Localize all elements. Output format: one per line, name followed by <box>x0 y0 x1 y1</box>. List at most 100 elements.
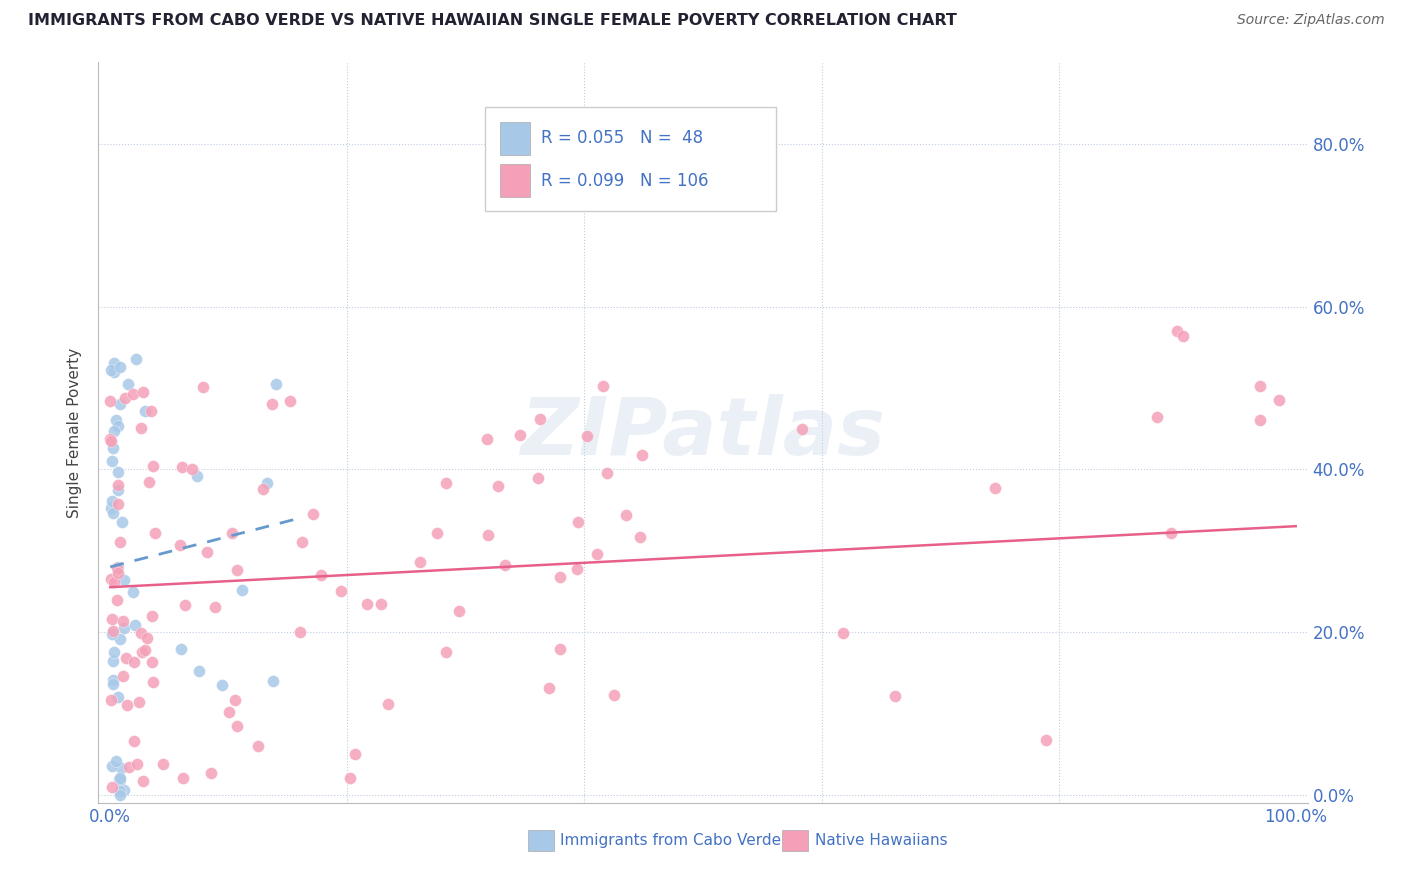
Text: ZIPatlas: ZIPatlas <box>520 393 886 472</box>
Point <box>630 530 652 544</box>
Point <box>142 675 165 690</box>
Point <box>792 422 814 436</box>
Point <box>434 645 457 659</box>
Point <box>132 774 155 789</box>
Point <box>262 674 284 689</box>
Point <box>211 678 233 692</box>
Point <box>252 482 274 496</box>
Point <box>339 771 361 785</box>
Point <box>1268 393 1291 408</box>
Point <box>103 355 125 369</box>
Point <box>122 734 145 748</box>
Point <box>105 413 128 427</box>
Point <box>477 528 499 542</box>
Point <box>278 394 301 409</box>
Point <box>1166 324 1188 338</box>
Point <box>112 621 135 635</box>
Point <box>204 600 226 615</box>
Point <box>221 525 243 540</box>
Point <box>832 626 855 640</box>
Point <box>188 664 211 678</box>
Point <box>141 656 163 670</box>
Point <box>127 757 149 772</box>
Point <box>101 612 124 626</box>
Point <box>224 693 246 707</box>
Point <box>125 352 148 367</box>
Point <box>101 506 124 520</box>
Point <box>129 625 152 640</box>
Point <box>111 669 134 683</box>
Point <box>486 479 509 493</box>
Point <box>121 386 143 401</box>
Point <box>231 582 253 597</box>
Point <box>631 448 654 462</box>
Point <box>426 526 449 541</box>
Point <box>111 515 134 529</box>
Point <box>98 433 121 447</box>
Point <box>131 385 153 400</box>
Point <box>107 498 129 512</box>
Point <box>141 609 163 624</box>
FancyBboxPatch shape <box>501 164 530 197</box>
Point <box>370 598 392 612</box>
Point <box>195 545 218 559</box>
Point <box>108 784 131 798</box>
Point <box>122 584 145 599</box>
Point <box>538 681 561 695</box>
Point <box>377 697 399 711</box>
Point <box>112 783 135 797</box>
Point <box>494 558 516 573</box>
Point <box>529 412 551 426</box>
Point <box>107 690 129 705</box>
Point <box>256 476 278 491</box>
Point <box>101 627 124 641</box>
Point <box>596 467 619 481</box>
Point <box>108 397 131 411</box>
Text: R = 0.099   N = 106: R = 0.099 N = 106 <box>541 172 709 190</box>
Point <box>883 689 905 703</box>
Point <box>356 597 378 611</box>
Point <box>104 754 127 768</box>
Point <box>107 483 129 498</box>
Point <box>264 376 287 391</box>
Point <box>330 583 353 598</box>
Point <box>592 379 614 393</box>
Point <box>301 508 323 522</box>
Point <box>141 403 163 417</box>
Point <box>128 695 150 709</box>
Point <box>142 459 165 474</box>
Point <box>200 766 222 780</box>
Point <box>101 441 124 455</box>
Point <box>1249 379 1271 393</box>
Point <box>173 599 195 613</box>
FancyBboxPatch shape <box>485 107 776 211</box>
Point <box>100 758 122 772</box>
Point <box>107 772 129 786</box>
Point <box>108 535 131 549</box>
Point <box>131 421 153 435</box>
Point <box>101 677 124 691</box>
Point <box>103 574 125 589</box>
Point <box>115 651 138 665</box>
Point <box>225 719 247 733</box>
Point <box>603 688 626 702</box>
Point <box>100 500 122 515</box>
Point <box>614 508 637 522</box>
Point <box>449 604 471 618</box>
Point <box>585 547 607 561</box>
Point <box>138 475 160 489</box>
FancyBboxPatch shape <box>501 121 530 155</box>
Point <box>108 772 131 786</box>
Point <box>172 771 194 785</box>
Point <box>576 428 599 442</box>
Point <box>134 642 156 657</box>
Point <box>100 494 122 508</box>
Point <box>145 525 167 540</box>
FancyBboxPatch shape <box>782 830 808 851</box>
Y-axis label: Single Female Poverty: Single Female Poverty <box>67 348 83 517</box>
FancyBboxPatch shape <box>527 830 554 851</box>
Point <box>169 538 191 552</box>
Point <box>226 563 249 577</box>
Point <box>100 363 122 377</box>
Point <box>124 656 146 670</box>
